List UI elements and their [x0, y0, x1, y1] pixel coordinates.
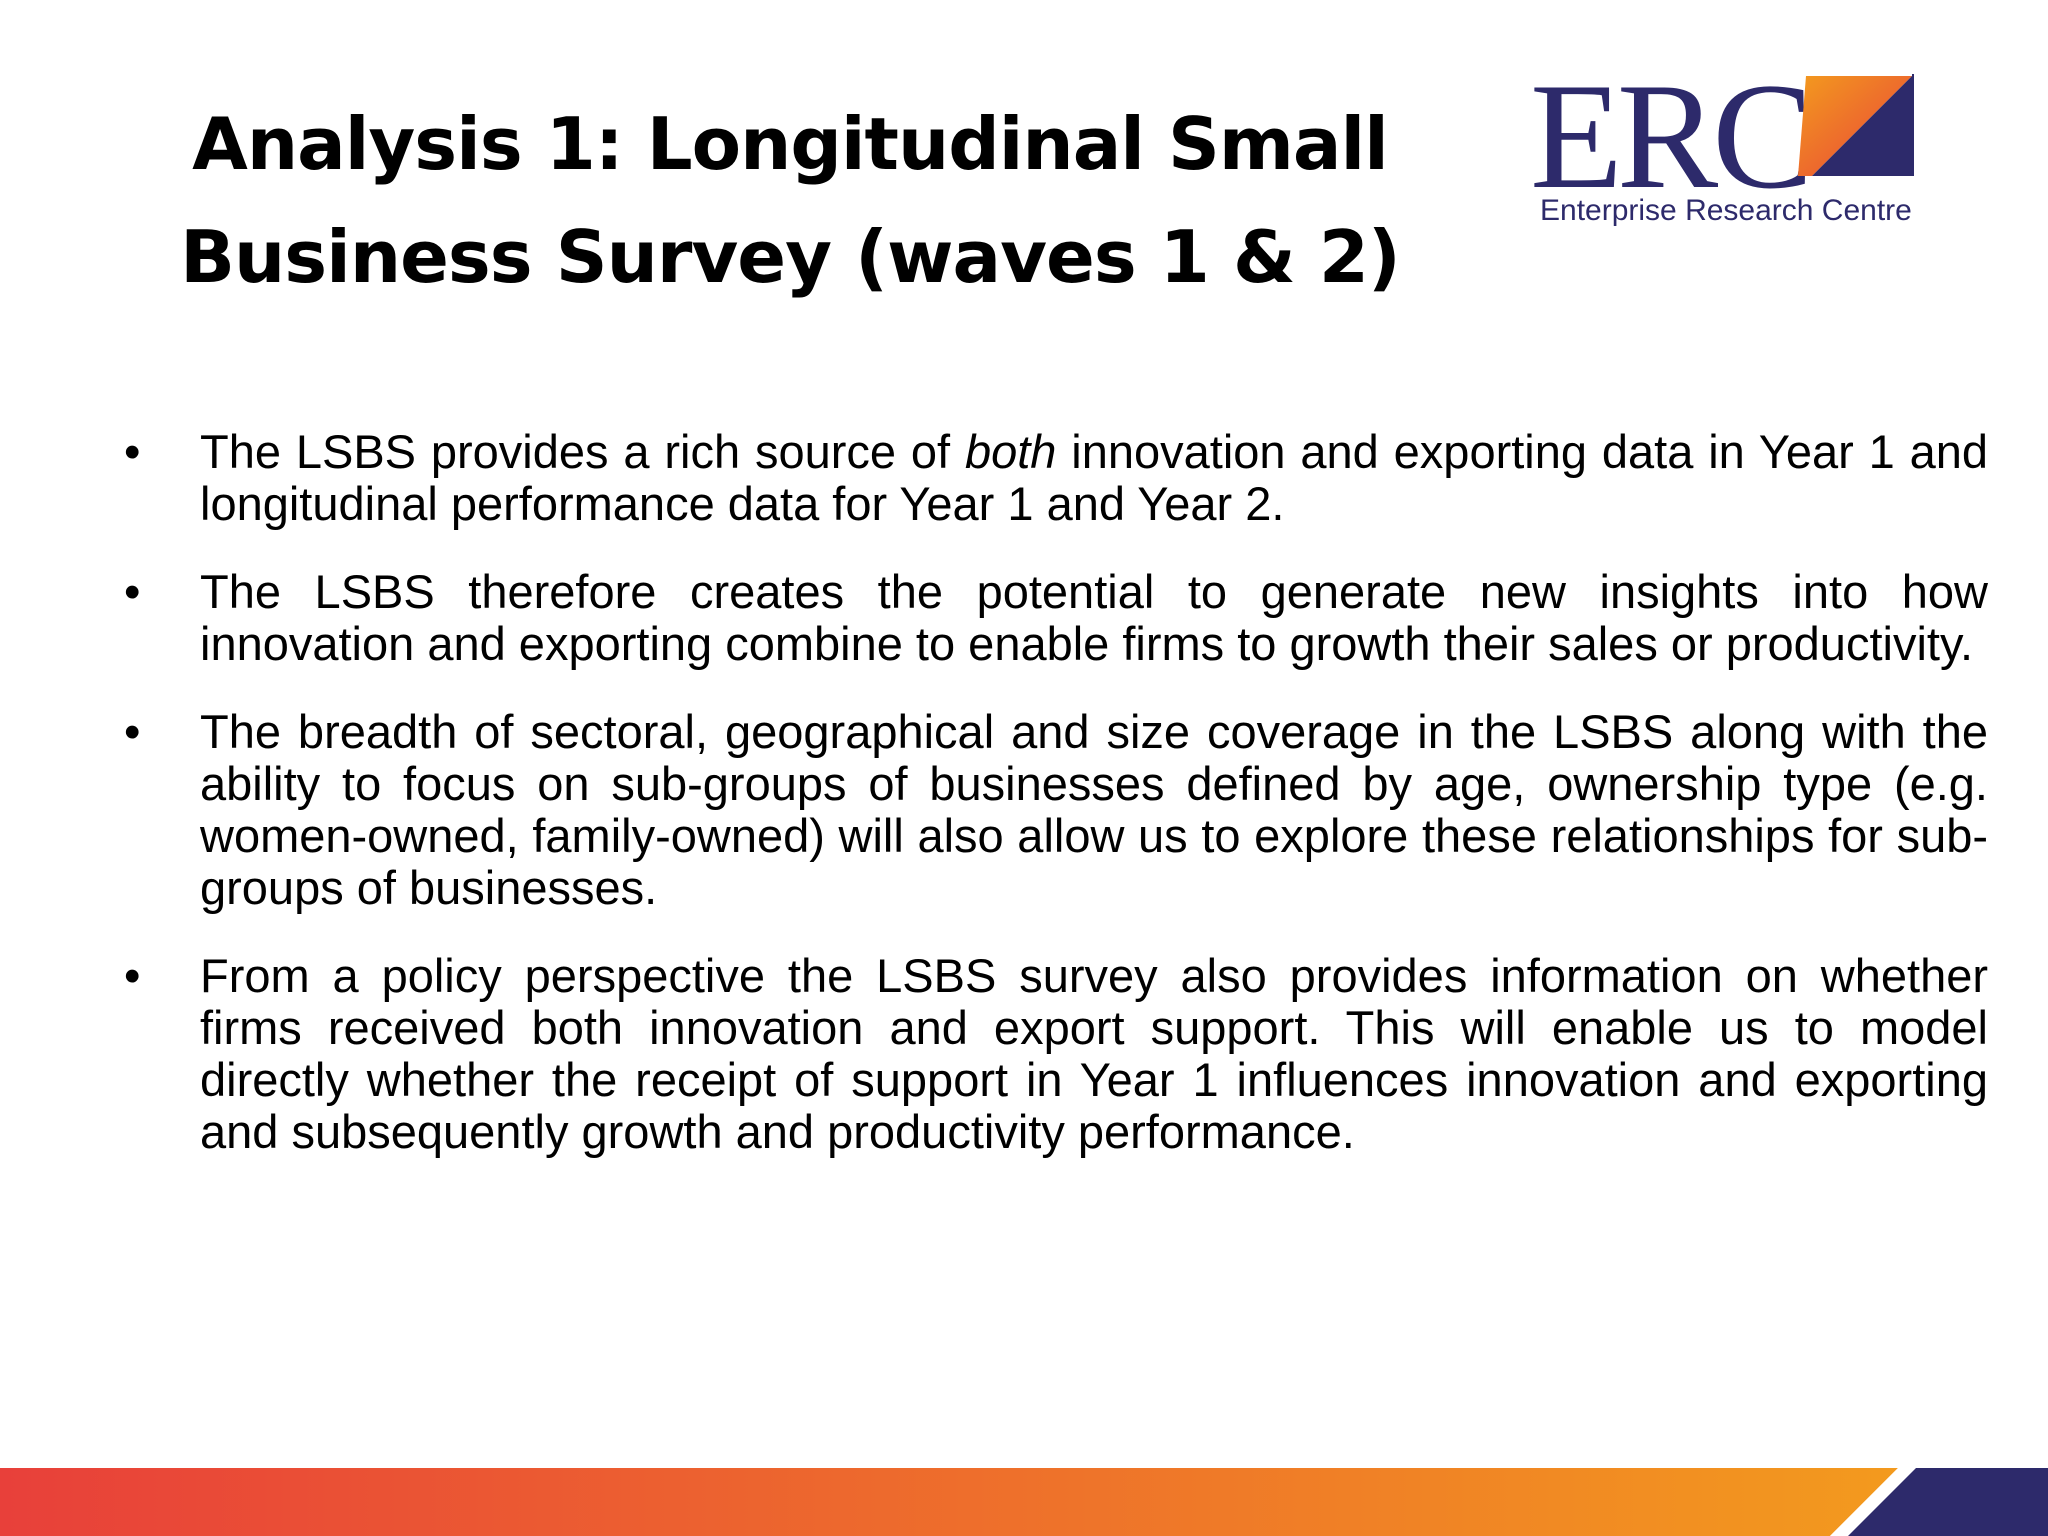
bullet-marker: •: [124, 949, 141, 1002]
bullet-item: • From a policy perspective the LSBS sur…: [120, 950, 1988, 1158]
erc-logo-tagline: Enterprise Research Centre: [1540, 194, 1912, 227]
bullet-marker: •: [124, 705, 141, 758]
slide-title-line-1: Analysis 1: Longitudinal Small: [192, 102, 1389, 186]
slide-title: Analysis 1: Longitudinal Small Business …: [150, 88, 1430, 314]
bullet-item: • The LSBS provides a rich source of bot…: [120, 426, 1988, 530]
bullet-marker: •: [124, 565, 141, 618]
bullet-text: The LSBS therefore creates the potential…: [200, 565, 1988, 670]
bullet-text-part: innovation and exporting data in Year 1 …: [200, 425, 1989, 530]
bullet-text: From a policy perspective the LSBS surve…: [200, 949, 1988, 1158]
footer-bar: [0, 1468, 2048, 1536]
bullet-item: • The breadth of sectoral, geographical …: [120, 706, 1988, 914]
erc-logo-letters: ERC: [1530, 52, 1814, 220]
bullet-item: • The LSBS therefore creates the potenti…: [120, 566, 1988, 670]
bullet-emphasis: both: [964, 425, 1057, 478]
bullet-text: The breadth of sectoral, geographical an…: [200, 705, 1988, 914]
erc-logo-mark-icon: [1798, 74, 1914, 176]
bullet-list: • The LSBS provides a rich source of bot…: [120, 426, 1988, 1194]
bullet-text-part: The LSBS provides a rich source of: [200, 425, 965, 478]
bullet-text: The LSBS provides a rich source of both …: [200, 425, 1988, 530]
bullet-marker: •: [124, 425, 141, 478]
slide-title-line-2: Business Survey (waves 1 & 2): [180, 215, 1401, 299]
erc-logo: ERC Enterprise Research Centre: [1530, 56, 1930, 240]
